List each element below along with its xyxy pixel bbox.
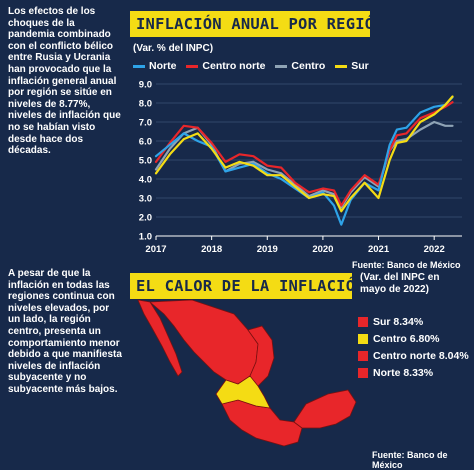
y-tick-label: 5.0	[139, 156, 152, 167]
x-tick-label: 2019	[257, 244, 278, 255]
x-tick-label: 2017	[145, 244, 166, 255]
legend-swatch	[133, 64, 145, 68]
y-tick-label: 8.0	[139, 99, 152, 110]
legend-label: Norte	[149, 60, 177, 72]
y-tick-label: 7.0	[139, 118, 152, 129]
map-legend-item: Centro norte 8.04%	[358, 348, 469, 364]
map-legend: Sur 8.34% Centro 6.80% Centro norte 8.04% N…	[358, 314, 469, 382]
yucatan-region	[293, 389, 357, 429]
chart-source: Fuente: Banco de México	[352, 260, 461, 270]
second-paragraph: A pesar de que la inflación en todas las…	[8, 268, 122, 395]
chart-subtitle: (Var. % del INPC)	[133, 43, 214, 54]
map-legend-item: Sur 8.34%	[358, 314, 469, 330]
legend-swatch	[275, 64, 288, 68]
x-tick-label: 2018	[201, 244, 222, 255]
y-tick-label: 2.0	[139, 213, 152, 224]
map-legend-swatch	[358, 334, 368, 344]
map-legend-item: Centro 6.80%	[358, 331, 469, 347]
map-center-region	[215, 375, 271, 409]
map-legend-label: Centro norte 8.04%	[373, 350, 469, 362]
mexico-region-map	[137, 299, 357, 447]
x-tick-label: 2020	[312, 244, 333, 255]
baja-california-region	[137, 299, 183, 377]
intro-paragraph: Los efectos de los choques de la pandemi…	[8, 6, 121, 157]
legend-item: Centro norte	[186, 60, 265, 72]
x-tick-label: 2021	[368, 244, 390, 255]
y-tick-label: 9.0	[139, 80, 152, 91]
map-high-regions	[137, 299, 357, 447]
x-tick-label: 2022	[424, 244, 445, 255]
map-legend-label: Centro 6.80%	[373, 333, 440, 345]
legend-item: Centro	[275, 60, 325, 72]
legend-swatch	[186, 64, 199, 68]
y-tick-label: 1.0	[139, 232, 152, 243]
legend-item: Sur	[335, 60, 369, 72]
center-region	[215, 375, 271, 409]
y-tick-label: 6.0	[139, 137, 152, 148]
map-legend-swatch	[358, 368, 368, 378]
legend-label: Sur	[351, 60, 369, 72]
map-legend-swatch	[358, 317, 368, 327]
legend-item: Norte	[133, 60, 176, 72]
map-source: Fuente: Banco de México	[372, 450, 448, 470]
map-note: (Var. del INPC en mayo de 2022)	[360, 272, 440, 295]
series-line-norte	[154, 96, 454, 226]
map-legend-swatch	[358, 351, 368, 361]
map-legend-label: Norte 8.33%	[373, 367, 434, 379]
series-line-centro	[154, 120, 454, 209]
y-tick-label: 4.0	[139, 175, 152, 186]
legend-label: Centro norte	[202, 60, 266, 72]
map-legend-item: Norte 8.33%	[358, 365, 469, 381]
inflation-line-chart: 1.0 2.0 3.0 4.0 5.0 6.0 7.0 8.0 9.0 2017 2018 2019 2…	[139, 80, 462, 255]
legend-label: Centro	[291, 60, 326, 72]
y-tick-label: 3.0	[139, 194, 152, 205]
chart-legend: Norte Centro norte Centro Sur	[133, 58, 379, 74]
series-line-sur	[154, 95, 454, 213]
series-line-centro-norte	[154, 101, 454, 207]
legend-swatch	[335, 64, 348, 68]
map-title: EL CALOR DE LA INFLACIÓN	[130, 273, 352, 299]
chart-title: INFLACIÓN ANUAL POR REGIÓN	[130, 11, 370, 37]
map-legend-label: Sur 8.34%	[373, 316, 424, 328]
